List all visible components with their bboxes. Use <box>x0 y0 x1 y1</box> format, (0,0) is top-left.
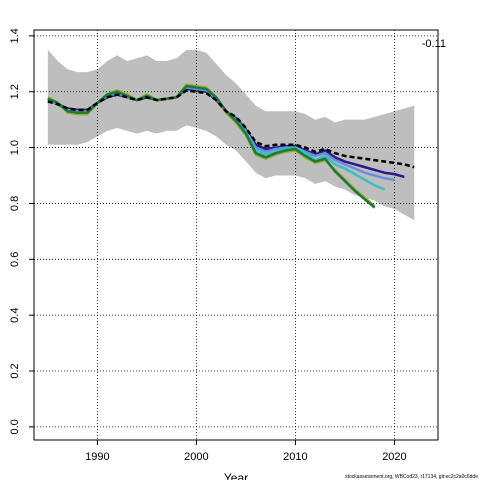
y-tick-label: 0.2 <box>9 363 21 378</box>
y-tick-label: 0.4 <box>9 308 21 323</box>
y-tick-label: 1.2 <box>9 84 21 99</box>
y-tick-label: 1.4 <box>9 28 21 43</box>
x-axis-label: Year <box>224 471 248 480</box>
y-tick-label: 0.0 <box>9 419 21 434</box>
x-tick-label: 2010 <box>283 451 307 463</box>
x-tick-label: 2000 <box>184 451 208 463</box>
y-tick-label: 0.6 <box>9 252 21 267</box>
plot-frame <box>33 29 439 441</box>
series-line <box>47 89 415 169</box>
x-tick-label: 1990 <box>85 451 109 463</box>
y-tick-label: 1.0 <box>9 140 21 155</box>
confidence-band <box>47 49 415 221</box>
x-tick-label: 2020 <box>382 451 406 463</box>
annotation: -0.11 <box>422 38 446 50</box>
footer: stockassessment.org, WBCod23, r17134, gi… <box>345 474 478 480</box>
y-tick-label: 0.8 <box>9 196 21 211</box>
